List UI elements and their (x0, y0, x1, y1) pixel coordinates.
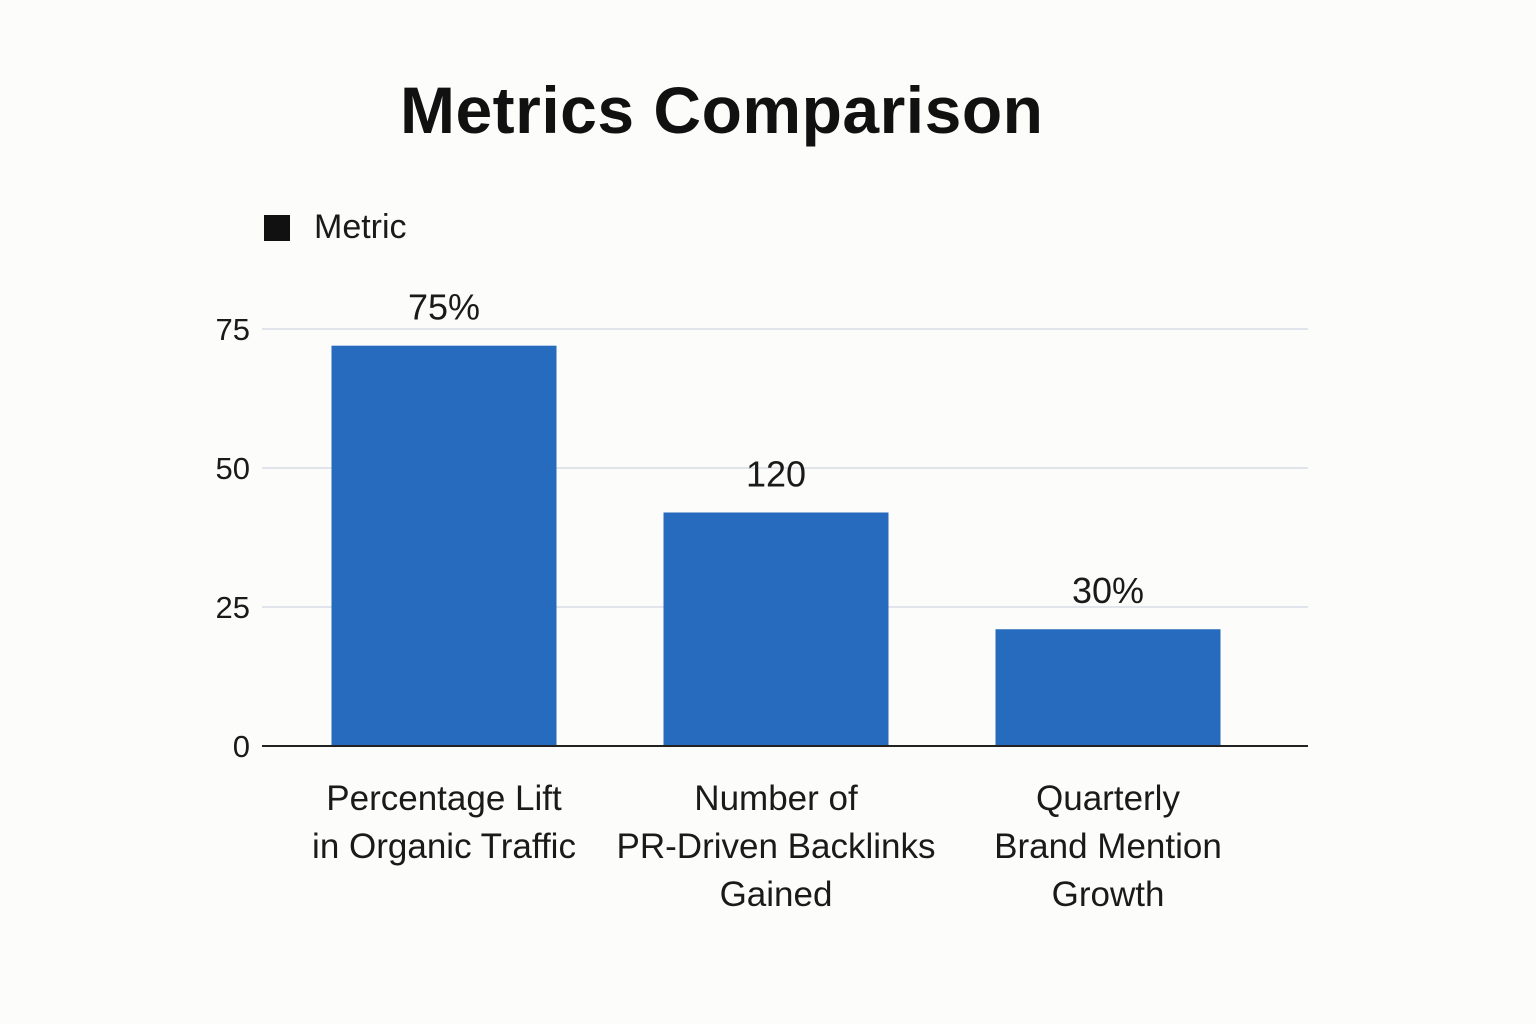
x-category-label-line: Quarterly (1036, 779, 1180, 818)
x-category-label: Number of PR-Driven Backlinks Gained (617, 779, 936, 914)
x-category-label-line: Percentage Lift (326, 779, 562, 818)
x-category-label-line: Number of (694, 779, 858, 818)
x-category-label: Quarterly Brand Mention Growth (994, 779, 1222, 914)
y-tick-label: 50 (216, 451, 250, 486)
chart-title: Metrics Comparison (400, 73, 1044, 147)
bar (331, 345, 557, 746)
bar (995, 629, 1221, 746)
data-label: 30% (1072, 570, 1144, 611)
x-category-label: Percentage Lift in Organic Traffic (312, 779, 576, 866)
x-category-label-line: Gained (720, 875, 833, 914)
x-category-label-line: Growth (1052, 875, 1165, 914)
bar (663, 512, 889, 746)
y-tick-label: 75 (216, 312, 250, 347)
legend-label: Metric (314, 208, 407, 246)
x-category-label-line: Brand Mention (994, 827, 1222, 866)
legend-swatch (264, 214, 290, 241)
data-label: 75% (408, 287, 480, 328)
x-category-label-line: in Organic Traffic (312, 827, 576, 866)
y-tick-label: 0 (233, 729, 250, 764)
y-tick-label: 25 (216, 590, 250, 625)
legend: Metric (264, 208, 407, 247)
data-label: 120 (746, 453, 806, 494)
x-category-label-line: PR-Driven Backlinks (617, 827, 936, 866)
